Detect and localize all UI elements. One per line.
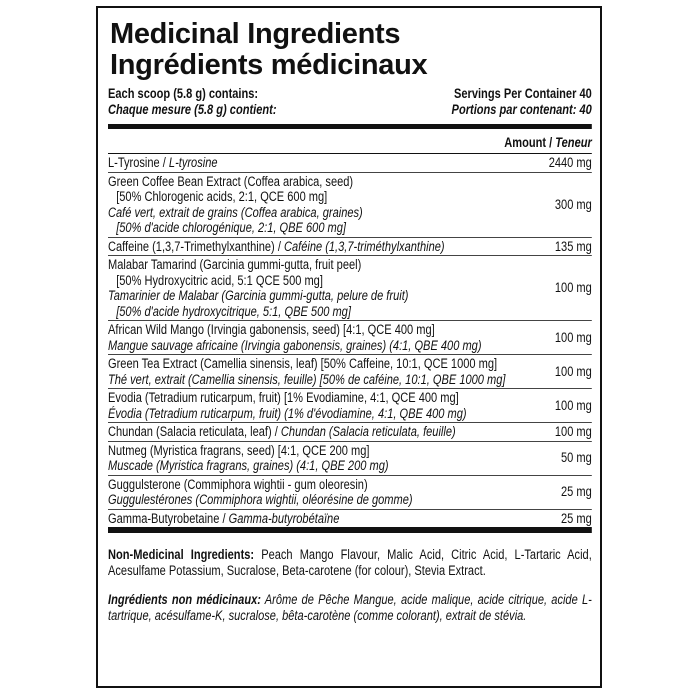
ingredient-line: African Wild Mango (Irvingia gabonensis,… [108, 322, 435, 337]
ingredient-line: Chundan (Salacia reticulata, leaf) / [108, 424, 281, 439]
ingredient-row: L-Tyrosine / L-tyrosine 2440 mg [108, 154, 592, 173]
ingredient-line: Gamma-Butyrobetaine / [108, 510, 229, 526]
ingredient-line: [50% Hydroxycitric acid, 5:1 QCE 500 mg] [116, 272, 323, 288]
ingredient-amount: 100 mg [554, 329, 592, 345]
title-english: Medicinal Ingredients [110, 18, 401, 50]
ingredient-line: Tamarinier de Malabar (Garcinia gummi-gu… [108, 288, 409, 303]
ingredient-amount: 50 mg [561, 450, 592, 466]
ingredient-row: Evodia (Tetradium ruticarpum, fruit) [1%… [108, 389, 592, 423]
ingredient-line: Caffeine (1,3,7-Trimethylxanthine) / [108, 238, 284, 254]
ingredient-amount: 100 mg [554, 280, 592, 296]
medicinal-ingredients-label: Medicinal Ingredients Ingrédients médici… [96, 6, 602, 688]
ingredient-line: Guggulsterone (Commiphora wightii - gum … [108, 476, 368, 492]
ingredient-row: African Wild Mango (Irvingia gabonensis,… [108, 321, 592, 355]
ingredient-amount: 100 mg [554, 424, 592, 439]
ingredient-row: Caffeine (1,3,7-Trimethylxanthine) / Caf… [108, 238, 592, 256]
non-medicinal-english: Non-Medicinal Ingredients: Peach Mango F… [108, 547, 592, 578]
servings-per-container-fr: Portions par contenant: 40 [451, 101, 592, 117]
ingredient-line: Chundan (Salacia reticulata, feuille) [280, 424, 456, 439]
title-french: Ingrédients médicinaux [110, 49, 428, 81]
nmi-text-fr: Arôme de Pêche Mangue, acide malique, ac… [108, 592, 592, 623]
serving-info-english: Each scoop (5.8 g) contains: Servings Pe… [108, 86, 592, 102]
ingredient-line: [50% Chlorogenic acids, 2:1, QCE 600 mg] [116, 189, 328, 204]
teneur-label: Teneur [555, 135, 592, 150]
nmi-label: Non-Medicinal Ingredients: [108, 547, 255, 562]
ingredient-amount: 25 mg [561, 510, 592, 526]
ingredient-line: [50% d'acide chlorogénique, 2:1, QBE 600… [116, 220, 347, 235]
ingredient-name: L-Tyrosine / L-tyrosine [108, 155, 549, 171]
ingredient-name: Malabar Tamarind (Garcinia gummi-gutta, … [108, 257, 555, 319]
ingredient-amount: 300 mg [554, 196, 592, 212]
ingredient-line: [50% d'acide hydroxycitrique, 5:1, QBE 5… [116, 303, 351, 319]
ingredient-line: Thé vert, extrait (Camellia sinensis, fe… [108, 371, 506, 387]
divider-thick [108, 124, 592, 129]
ingredient-row: Green Tea Extract (Camellia sinensis, le… [108, 355, 592, 389]
ingredient-line: L-tyrosine [168, 155, 218, 170]
ingredient-amount: 25 mg [561, 484, 592, 500]
ingredient-amount: 135 mg [554, 238, 592, 254]
ingredient-line: Guggulestérones (Commiphora wightii, olé… [108, 492, 413, 507]
non-medicinal-french: Ingrédients non médicinaux: Arôme de Pêc… [108, 592, 592, 623]
ingredient-name: Green Coffee Bean Extract (Coffea arabic… [108, 174, 555, 236]
ingredient-line: Gamma-butyrobétaïne [228, 510, 340, 526]
ingredient-line: L-Tyrosine / [108, 155, 169, 170]
serving-info-french: Chaque mesure (5.8 g) contient: Portions… [108, 102, 592, 118]
nmi-text: Peach Mango Flavour, Malic Acid, Citric … [108, 547, 592, 578]
ingredient-amount: 100 mg [554, 397, 592, 413]
ingredient-line: Mangue sauvage africaine (Irvingia gabon… [108, 337, 482, 353]
ingredient-row: Guggulsterone (Commiphora wightii - gum … [108, 476, 592, 510]
ingredient-name: Chundan (Salacia reticulata, leaf) / Chu… [108, 424, 555, 440]
ingredient-line: Muscade (Myristica fragrans, graines) (4… [108, 458, 389, 473]
ingredient-name: Caffeine (1,3,7-Trimethylxanthine) / Caf… [108, 239, 555, 255]
ingredient-line: Nutmeg (Myristica fragrans, seed) [4:1, … [108, 442, 370, 458]
ingredient-name: Nutmeg (Myristica fragrans, seed) [4:1, … [108, 443, 561, 474]
ingredient-line: Green Coffee Bean Extract (Coffea arabic… [108, 173, 354, 189]
divider-thick [108, 527, 592, 533]
ingredient-name: African Wild Mango (Irvingia gabonensis,… [108, 322, 555, 353]
ingredient-row: Nutmeg (Myristica fragrans, seed) [4:1, … [108, 442, 592, 476]
ingredient-name: Green Tea Extract (Camellia sinensis, le… [108, 356, 555, 387]
ingredient-line: Caféine (1,3,7-triméthylxanthine) [283, 238, 445, 254]
ingredient-name: Gamma-Butyrobetaine / Gamma-butyrobétaïn… [108, 511, 561, 527]
amount-label: Amount / [504, 135, 556, 150]
servings-per-container: Servings Per Container 40 [453, 86, 592, 101]
ingredient-amount: 100 mg [554, 363, 592, 379]
ingredient-amount: 2440 mg [548, 155, 592, 170]
ingredient-row: Green Coffee Bean Extract (Coffea arabic… [108, 173, 592, 238]
ingredient-row: Gamma-Butyrobetaine / Gamma-butyrobétaïn… [108, 510, 592, 528]
serving-size-fr: Chaque mesure (5.8 g) contient: [108, 101, 277, 117]
ingredient-row: Chundan (Salacia reticulata, leaf) / Chu… [108, 423, 592, 442]
serving-size: Each scoop (5.8 g) contains: [108, 86, 259, 101]
ingredient-line: Green Tea Extract (Camellia sinensis, le… [108, 356, 498, 371]
nmi-label-fr: Ingrédients non médicinaux: [108, 592, 261, 607]
ingredient-line: Evodia (Tetradium ruticarpum, fruit) [1%… [108, 390, 459, 405]
ingredient-line: Malabar Tamarind (Garcinia gummi-gutta, … [108, 257, 362, 272]
divider [108, 153, 592, 154]
ingredient-line: Évodia (Tetradium ruticarpum, fruit) (1%… [108, 405, 467, 421]
ingredient-name: Evodia (Tetradium ruticarpum, fruit) [1%… [108, 390, 555, 421]
ingredient-table: L-Tyrosine / L-tyrosine 2440 mg Green Coff… [108, 154, 592, 527]
ingredient-row: Malabar Tamarind (Garcinia gummi-gutta, … [108, 256, 592, 321]
ingredient-line: Café vert, extrait de grains (Coffea ara… [108, 204, 363, 220]
amount-header: Amount / Teneur [108, 129, 592, 153]
ingredient-name: Guggulsterone (Commiphora wightii - gum … [108, 477, 561, 508]
